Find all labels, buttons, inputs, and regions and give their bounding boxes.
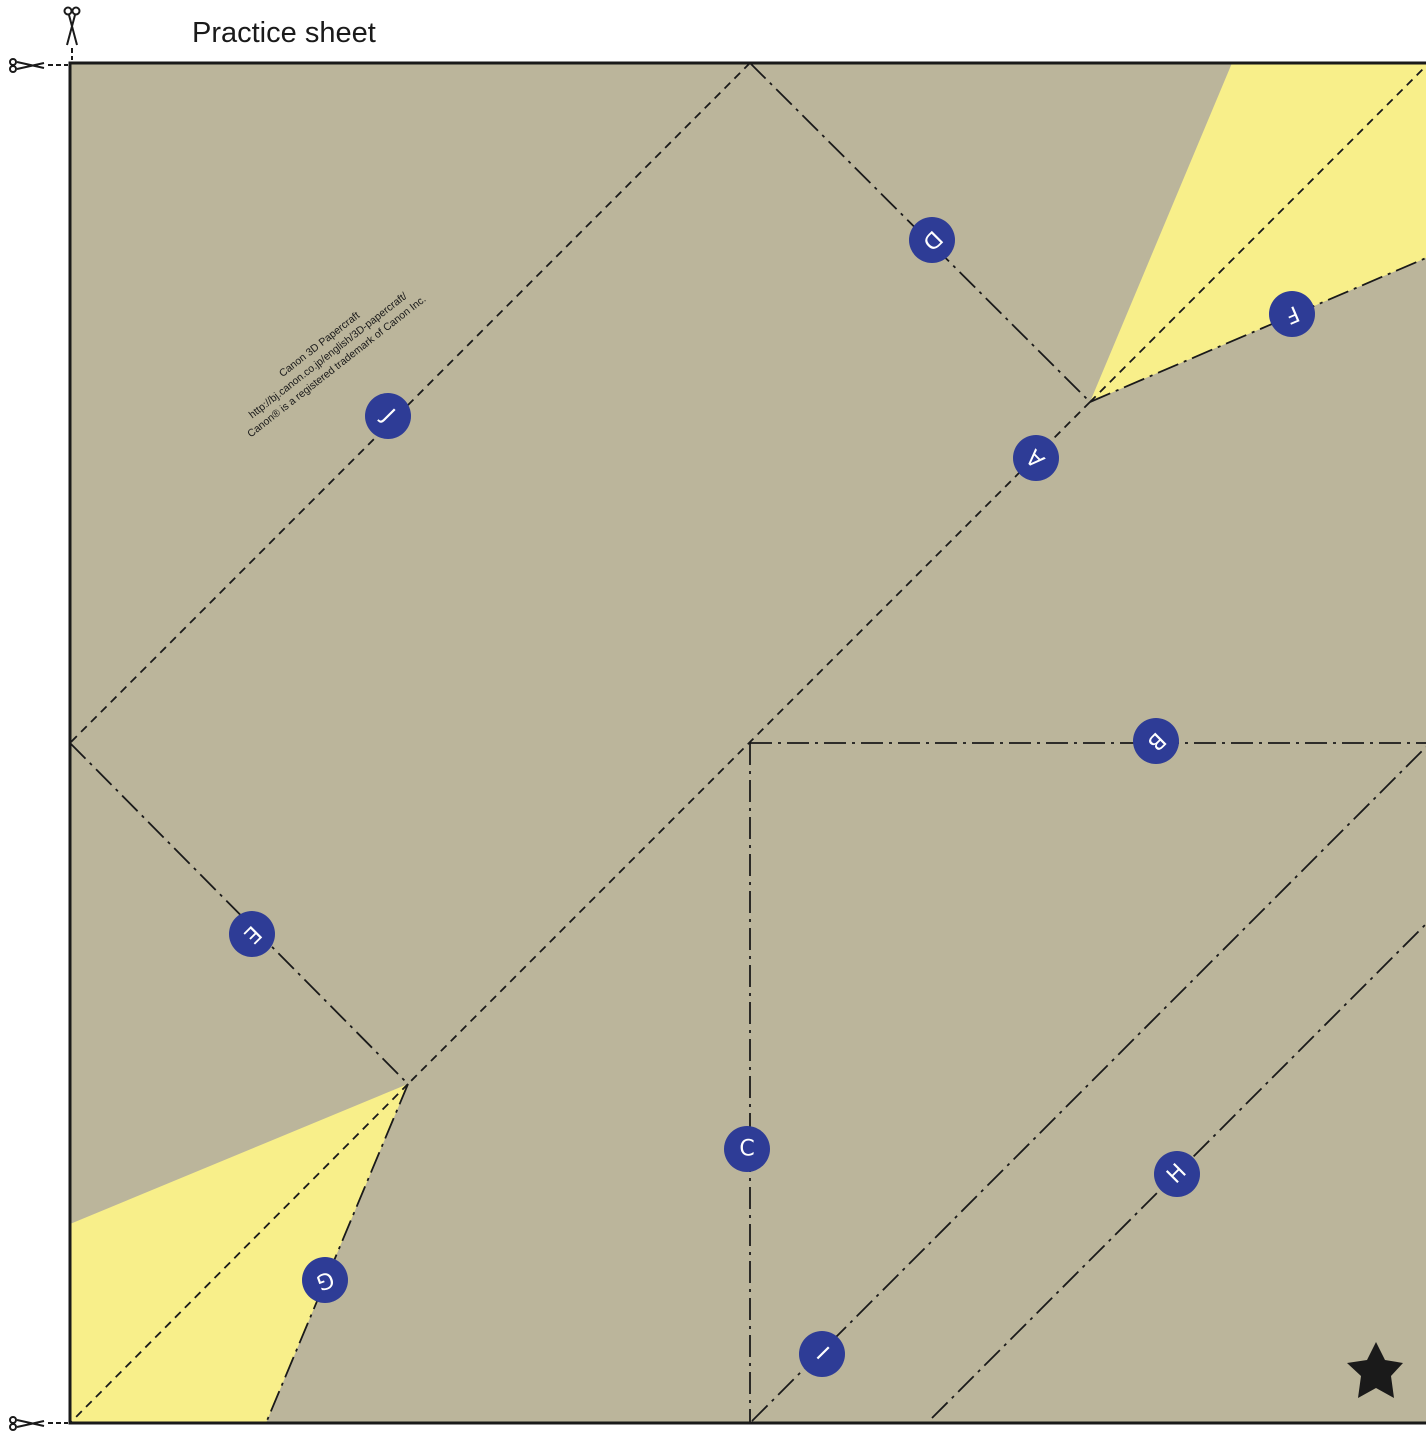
star-icon bbox=[1347, 1342, 1403, 1398]
scissors-icon bbox=[9, 58, 45, 73]
marker-h: H bbox=[1154, 1151, 1200, 1197]
fold-j bbox=[69, 62, 751, 744]
fold-i bbox=[751, 746, 1426, 1422]
valley-folds bbox=[69, 62, 1426, 1424]
scissors-icon bbox=[9, 1416, 45, 1431]
marker-j: J bbox=[365, 393, 411, 439]
marker-e: E bbox=[229, 911, 275, 957]
marker-a: A bbox=[1013, 435, 1059, 481]
marker-b: B bbox=[1133, 718, 1179, 764]
fold-a bbox=[407, 401, 1091, 1085]
marker-c-letter: C bbox=[739, 1137, 754, 1162]
fold-flap-top bbox=[1089, 65, 1426, 403]
fold-f bbox=[1089, 257, 1426, 403]
fold-e bbox=[69, 742, 409, 1085]
marker-g: G bbox=[302, 1257, 348, 1303]
marker-c: C bbox=[724, 1126, 770, 1172]
sheet-title: Practice sheet bbox=[192, 17, 376, 49]
marker-f: F bbox=[1269, 291, 1315, 337]
fold-g bbox=[265, 1083, 409, 1424]
fold-flap-bottom bbox=[69, 1083, 409, 1424]
marker-d: D bbox=[909, 217, 955, 263]
scissors-icon bbox=[63, 6, 81, 46]
marker-i: I bbox=[799, 1331, 845, 1377]
